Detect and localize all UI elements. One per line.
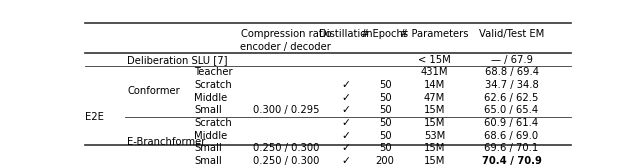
Text: Conformer: Conformer [127,86,180,96]
Text: ✓: ✓ [341,131,350,141]
Text: 70.4 / 70.9: 70.4 / 70.9 [481,156,541,166]
Text: Scratch: Scratch [194,118,232,128]
Text: 15M: 15M [424,105,445,115]
Text: Deliberation SLU [7]: Deliberation SLU [7] [127,55,228,65]
Text: 60.9 / 61.4: 60.9 / 61.4 [484,118,539,128]
Text: # Parameters: # Parameters [401,29,469,39]
Text: # Epochs: # Epochs [362,29,408,39]
Text: 200: 200 [376,156,394,166]
Text: ✓: ✓ [341,93,350,103]
Text: Middle: Middle [194,93,227,103]
Text: E2E: E2E [86,112,104,122]
Text: Valid/Test EM: Valid/Test EM [479,29,544,39]
Text: Small: Small [194,105,222,115]
Text: 431M: 431M [421,67,449,77]
Text: 47M: 47M [424,93,445,103]
Text: ✓: ✓ [341,105,350,115]
Text: Small: Small [194,143,222,153]
Text: 50: 50 [379,131,391,141]
Text: 69.6 / 70.1: 69.6 / 70.1 [484,143,539,153]
Text: 65.0 / 65.4: 65.0 / 65.4 [484,105,539,115]
Text: 14M: 14M [424,80,445,90]
Text: 50: 50 [379,80,391,90]
Text: ✓: ✓ [341,156,350,166]
Text: 68.8 / 69.4: 68.8 / 69.4 [484,67,538,77]
Text: E-Branchformer: E-Branchformer [127,137,205,147]
Text: Scratch: Scratch [194,80,232,90]
Text: 50: 50 [379,118,391,128]
Text: 62.6 / 62.5: 62.6 / 62.5 [484,93,539,103]
Text: 0.250 / 0.300: 0.250 / 0.300 [253,156,319,166]
Text: ✓: ✓ [341,80,350,90]
Text: 53M: 53M [424,131,445,141]
Text: 15M: 15M [424,156,445,166]
Text: Small: Small [194,156,222,166]
Text: 68.6 / 69.0: 68.6 / 69.0 [484,131,539,141]
Text: 0.250 / 0.300: 0.250 / 0.300 [253,143,319,153]
Text: ✓: ✓ [341,118,350,128]
Text: 0.300 / 0.295: 0.300 / 0.295 [253,105,319,115]
Text: 50: 50 [379,143,391,153]
Text: Middle: Middle [194,131,227,141]
Text: — / 67.9: — / 67.9 [490,55,532,65]
Text: Teacher: Teacher [194,67,233,77]
Text: Compression ratio
encoder / decoder: Compression ratio encoder / decoder [241,29,332,52]
Text: Distillation: Distillation [319,29,372,39]
Text: 34.7 / 34.8: 34.7 / 34.8 [484,80,538,90]
Text: 15M: 15M [424,143,445,153]
Text: 50: 50 [379,105,391,115]
Text: ✓: ✓ [341,143,350,153]
Text: 15M: 15M [424,118,445,128]
Text: < 15M: < 15M [419,55,451,65]
Text: 50: 50 [379,93,391,103]
